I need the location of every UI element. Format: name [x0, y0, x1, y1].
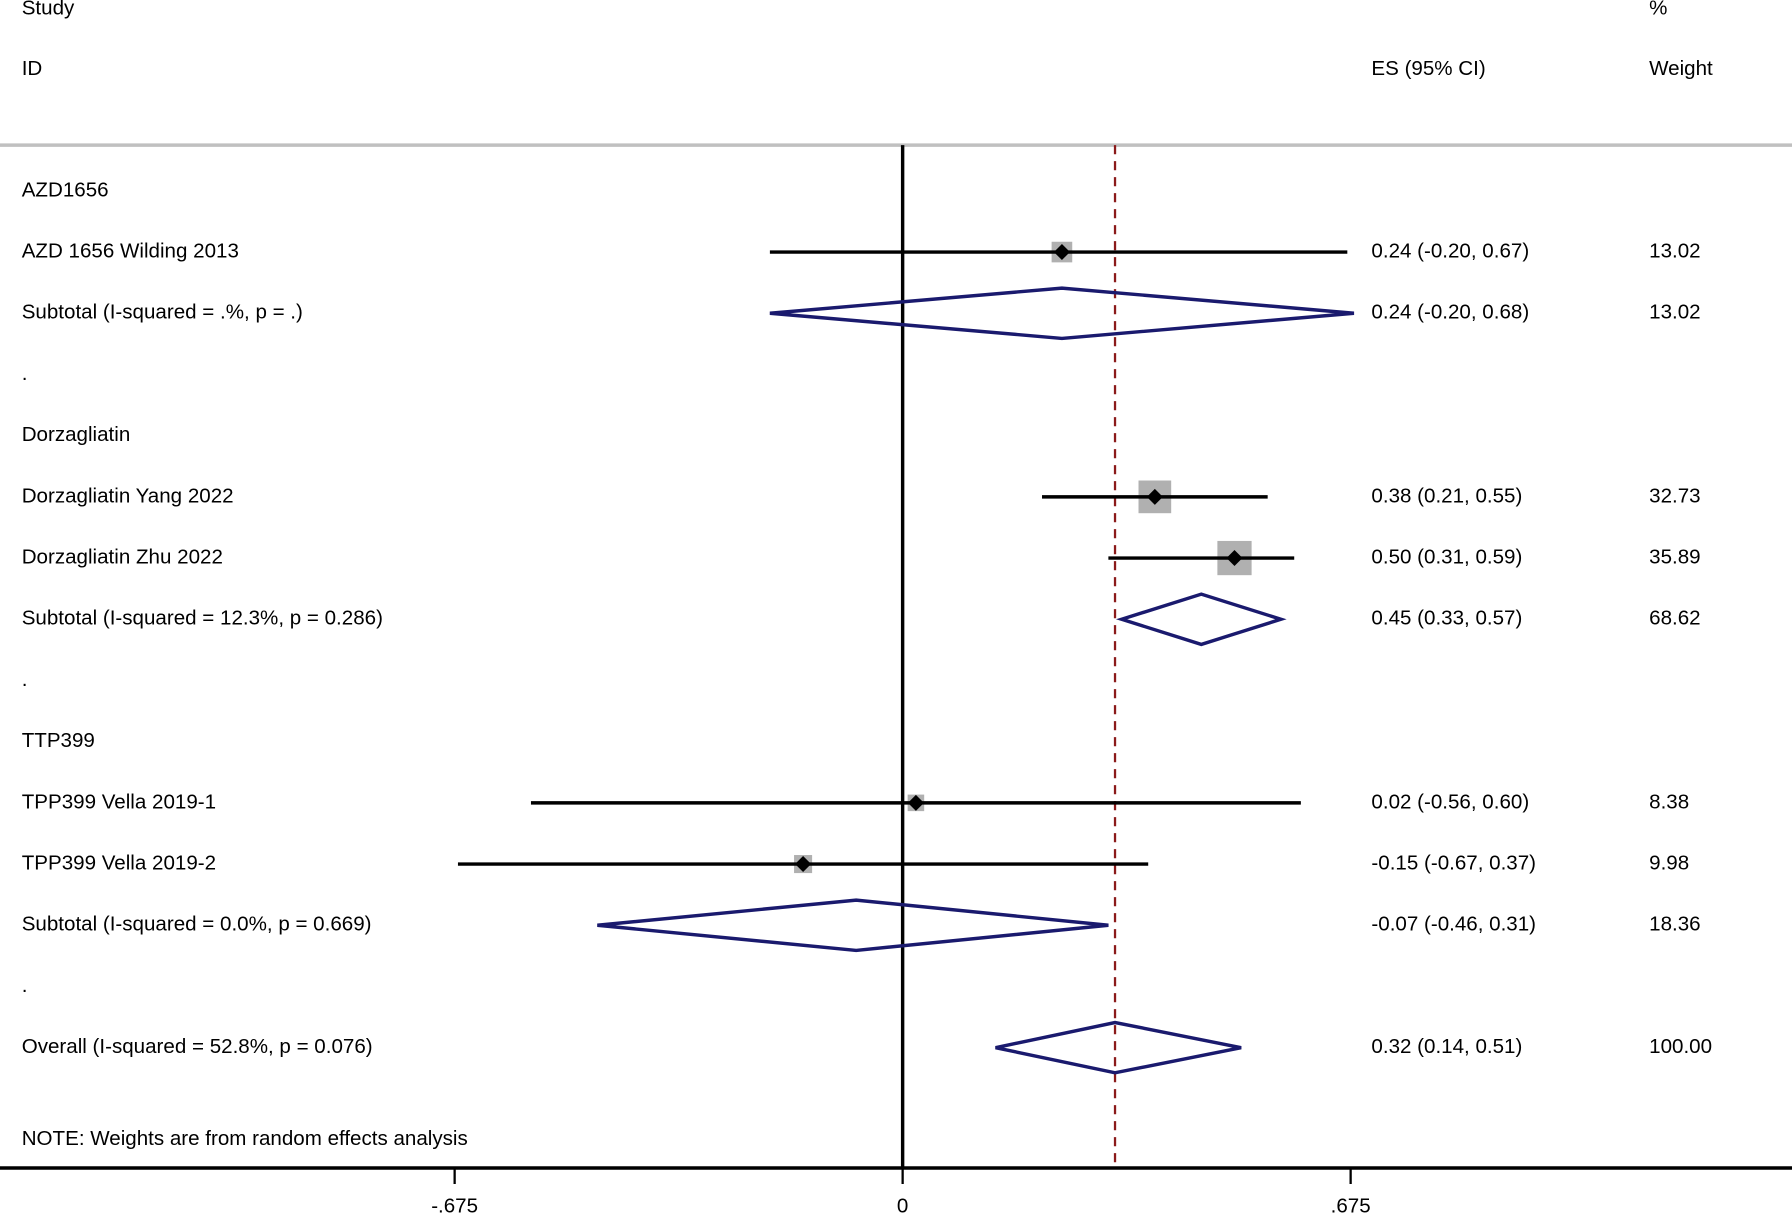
row-label: TTP399 — [22, 729, 95, 752]
weight-label: 13.02 — [1649, 239, 1700, 262]
row-label: Dorzagliatin Zhu 2022 — [22, 545, 223, 568]
row-label: Subtotal (I-squared = .%, p = .) — [22, 301, 303, 324]
es-label: -0.07 (-0.46, 0.31) — [1371, 913, 1536, 936]
row-label: AZD1656 — [22, 178, 109, 201]
row-label: . — [22, 668, 28, 691]
pooled-diamond — [1115, 592, 1287, 647]
header-pct: % — [1649, 0, 1667, 20]
pooled-diamond — [995, 1020, 1242, 1075]
weight-label: 18.36 — [1649, 913, 1700, 936]
weight-label: 8.38 — [1649, 790, 1689, 813]
row-label: . — [22, 974, 28, 997]
header-id: ID — [22, 57, 43, 80]
row-label: Overall (I-squared = 52.8%, p = 0.076) — [22, 1035, 373, 1058]
point-estimate — [907, 794, 924, 811]
point-estimate — [795, 856, 812, 873]
row-label: TPP399 Vella 2019-2 — [22, 851, 216, 874]
x-tick-label: 0 — [897, 1194, 908, 1216]
es-label: 0.32 (0.14, 0.51) — [1371, 1035, 1522, 1058]
note: NOTE: Weights are from random effects an… — [22, 1127, 468, 1150]
row-label: AZD 1656 Wilding 2013 — [22, 239, 239, 262]
point-estimate — [1146, 488, 1163, 505]
es-label: 0.02 (-0.56, 0.60) — [1371, 790, 1529, 813]
row-label: Dorzagliatin Yang 2022 — [22, 484, 234, 507]
point-estimate — [1053, 244, 1070, 261]
row-label: Subtotal (I-squared = 12.3%, p = 0.286) — [22, 607, 383, 630]
header-es: ES (95% CI) — [1371, 57, 1485, 80]
row-label: . — [22, 362, 28, 385]
header-study: Study — [22, 0, 75, 20]
weight-label: 32.73 — [1649, 484, 1700, 507]
weight-label: 100.00 — [1649, 1035, 1712, 1058]
es-label: 0.50 (0.31, 0.59) — [1371, 545, 1522, 568]
pooled-diamond — [597, 898, 1109, 953]
es-label: 0.45 (0.33, 0.57) — [1371, 607, 1522, 630]
row-label: Dorzagliatin — [22, 423, 131, 446]
es-label: 0.38 (0.21, 0.55) — [1371, 484, 1522, 507]
row-label: TPP399 Vella 2019-1 — [22, 790, 216, 813]
es-label: -0.15 (-0.67, 0.37) — [1371, 851, 1536, 874]
header-weight: Weight — [1649, 57, 1713, 80]
x-tick-label: .675 — [1331, 1194, 1371, 1216]
es-label: 0.24 (-0.20, 0.67) — [1371, 239, 1529, 262]
weight-label: 68.62 — [1649, 607, 1700, 630]
row-label: Subtotal (I-squared = 0.0%, p = 0.669) — [22, 913, 372, 936]
weight-label: 35.89 — [1649, 545, 1700, 568]
pooled-diamond — [769, 286, 1355, 341]
weight-label: 13.02 — [1649, 301, 1700, 324]
point-estimate — [1226, 550, 1243, 567]
es-label: 0.24 (-0.20, 0.68) — [1371, 301, 1529, 324]
weight-label: 9.98 — [1649, 851, 1689, 874]
x-tick-label: -.675 — [431, 1194, 478, 1216]
